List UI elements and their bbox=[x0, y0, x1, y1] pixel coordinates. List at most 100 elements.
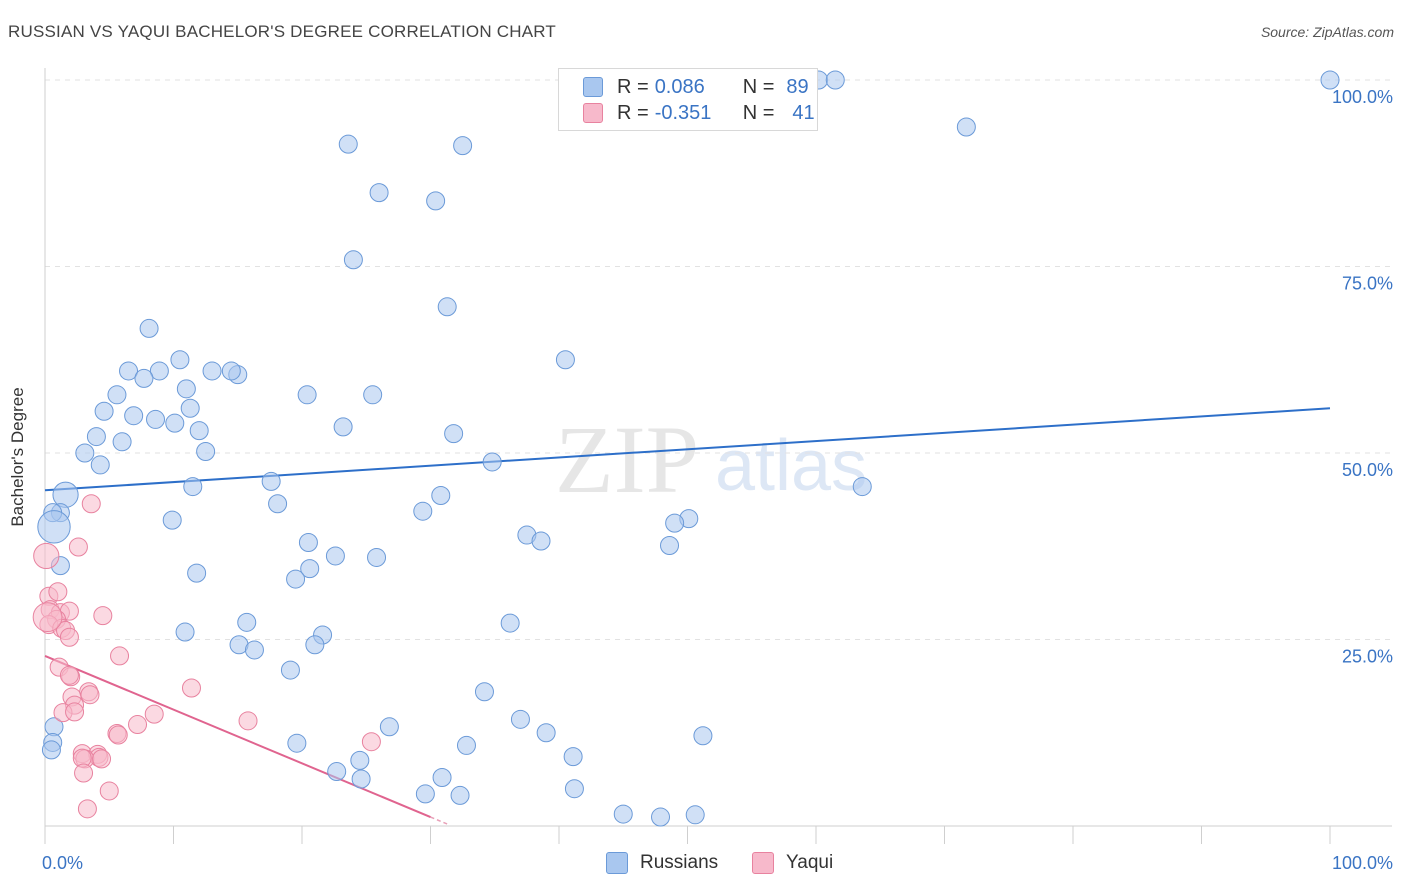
x-tick-label: 100.0% bbox=[1332, 853, 1393, 873]
legend-item-yaqui[interactable]: Yaqui bbox=[752, 852, 833, 874]
data-point bbox=[564, 779, 584, 799]
legend-item-russians[interactable]: Russians bbox=[606, 852, 718, 874]
data-point bbox=[444, 424, 464, 444]
legend-label-russians: Russians bbox=[640, 852, 719, 873]
x-axis-tick-labels: 0.0% 100.0% bbox=[42, 853, 1393, 873]
data-point bbox=[437, 297, 457, 317]
data-point bbox=[500, 613, 520, 633]
data-point bbox=[238, 711, 258, 731]
data-point bbox=[510, 709, 530, 729]
data-point bbox=[110, 646, 130, 666]
n-value: 41 bbox=[792, 101, 815, 124]
data-point bbox=[298, 533, 318, 553]
data-point bbox=[432, 768, 452, 788]
data-point bbox=[297, 385, 317, 405]
data-point bbox=[99, 781, 119, 801]
data-point bbox=[685, 805, 705, 825]
data-point bbox=[77, 799, 97, 819]
n-label: N = bbox=[742, 75, 775, 98]
data-point bbox=[333, 417, 353, 437]
r-label: R = bbox=[617, 75, 649, 98]
r-value: 0.086 bbox=[654, 75, 705, 98]
data-point bbox=[431, 486, 451, 506]
data-point bbox=[300, 559, 320, 579]
chart-title: RUSSIAN VS YAQUI BACHELOR'S DEGREE CORRE… bbox=[8, 22, 556, 41]
data-point bbox=[68, 537, 88, 557]
data-point bbox=[651, 807, 671, 827]
data-point bbox=[367, 547, 387, 567]
data-point bbox=[139, 318, 159, 338]
gridlines bbox=[45, 79, 1392, 640]
r-value: -0.351 bbox=[654, 101, 712, 124]
data-point bbox=[413, 501, 433, 521]
data-point bbox=[165, 413, 185, 433]
data-point bbox=[181, 678, 201, 698]
data-point bbox=[65, 702, 85, 722]
russians-swatch bbox=[583, 77, 603, 97]
series-yaqui bbox=[32, 494, 381, 819]
data-point bbox=[450, 785, 470, 805]
data-point bbox=[59, 665, 79, 685]
data-point bbox=[162, 510, 182, 530]
data-point bbox=[852, 477, 872, 497]
data-point bbox=[280, 660, 300, 680]
data-point bbox=[563, 747, 583, 767]
yaqui-swatch bbox=[583, 103, 603, 123]
data-point bbox=[189, 421, 209, 441]
y-axis-label: Bachelor's Degree bbox=[8, 387, 27, 527]
data-point bbox=[338, 134, 358, 154]
y-axis-tick-labels: 25.0% 50.0% 75.0% 100.0% bbox=[1332, 87, 1393, 667]
data-point bbox=[75, 443, 95, 463]
data-point bbox=[482, 452, 502, 472]
trend-lines bbox=[44, 407, 1331, 826]
data-point bbox=[325, 546, 345, 566]
data-point bbox=[343, 250, 363, 270]
data-point bbox=[286, 569, 306, 589]
chart-source: Source: ZipAtlas.com bbox=[1260, 24, 1394, 40]
data-point bbox=[660, 536, 680, 556]
watermark: ZIP atlas bbox=[555, 406, 867, 513]
legend-label-yaqui: Yaqui bbox=[786, 852, 834, 873]
data-point bbox=[175, 622, 195, 642]
data-point bbox=[176, 379, 196, 399]
trend-line-yaqui bbox=[44, 654, 431, 818]
data-point bbox=[555, 350, 575, 370]
data-point bbox=[144, 704, 164, 724]
data-point bbox=[119, 361, 139, 381]
data-point bbox=[134, 368, 154, 388]
data-point bbox=[825, 70, 845, 90]
axes bbox=[44, 68, 1392, 827]
data-point bbox=[305, 635, 325, 655]
stats-row-yaqui: R = -0.351 N = 41 bbox=[583, 100, 815, 126]
data-point bbox=[32, 602, 63, 633]
data-point bbox=[146, 409, 166, 429]
data-point bbox=[149, 361, 169, 381]
r-label: R = bbox=[617, 101, 649, 124]
data-point bbox=[180, 398, 200, 418]
x-tick-label: 0.0% bbox=[42, 853, 83, 873]
data-point bbox=[112, 432, 132, 452]
data-point bbox=[48, 582, 68, 602]
data-points bbox=[32, 70, 1340, 827]
data-point bbox=[81, 494, 101, 514]
data-point bbox=[94, 401, 114, 421]
data-point bbox=[33, 542, 60, 570]
data-point bbox=[59, 627, 79, 647]
n-label: N = bbox=[742, 101, 775, 124]
data-point bbox=[268, 494, 288, 514]
data-point bbox=[221, 361, 241, 381]
stats-row-russians: R = 0.086 N = 89 bbox=[583, 74, 809, 100]
data-point bbox=[613, 804, 633, 824]
data-point bbox=[244, 640, 264, 660]
data-point bbox=[361, 732, 381, 752]
data-point bbox=[693, 726, 713, 746]
series-russians bbox=[37, 70, 1340, 827]
data-point bbox=[124, 406, 144, 426]
data-point bbox=[474, 682, 494, 702]
data-point bbox=[183, 477, 203, 497]
data-point bbox=[41, 740, 61, 760]
watermark-zip: ZIP bbox=[555, 406, 699, 513]
data-point bbox=[287, 733, 307, 753]
data-point bbox=[107, 385, 127, 405]
